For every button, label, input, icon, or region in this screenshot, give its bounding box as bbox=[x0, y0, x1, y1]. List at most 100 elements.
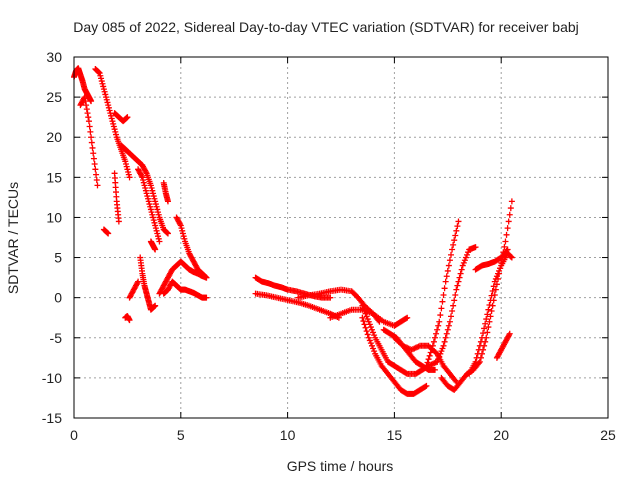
y-tick-label: 10 bbox=[46, 209, 62, 225]
data-point bbox=[450, 302, 457, 309]
data-point bbox=[489, 302, 496, 309]
data-point bbox=[142, 168, 149, 175]
data-point bbox=[146, 201, 153, 208]
data-point bbox=[359, 314, 366, 321]
axis-ticks: 0 5 10 15 20 25 -15 -10 -5 0 5 10 15 20 25 30 bbox=[42, 49, 616, 443]
data-point bbox=[140, 177, 147, 184]
data-point bbox=[110, 120, 117, 127]
series-trace-18 bbox=[252, 290, 342, 321]
data-point bbox=[97, 72, 104, 79]
data-point bbox=[370, 345, 377, 352]
data-point bbox=[442, 278, 449, 285]
data-point bbox=[441, 285, 448, 292]
x-tick-label: 15 bbox=[387, 427, 403, 443]
data-point bbox=[437, 312, 444, 319]
data-point bbox=[108, 115, 115, 122]
data-point bbox=[436, 318, 443, 325]
data-point bbox=[437, 350, 444, 357]
data-point bbox=[122, 160, 129, 167]
data-point bbox=[147, 182, 154, 189]
data-point bbox=[83, 106, 90, 113]
series-trace-24 bbox=[391, 334, 460, 385]
data-point bbox=[445, 322, 452, 329]
data-point bbox=[164, 229, 171, 236]
data-point bbox=[490, 283, 497, 290]
data-point bbox=[177, 221, 184, 228]
data-point bbox=[151, 303, 158, 310]
series-trace-19 bbox=[295, 286, 383, 325]
data-points bbox=[71, 65, 515, 397]
data-point bbox=[123, 114, 130, 121]
data-point bbox=[459, 262, 466, 269]
y-tick-label: -10 bbox=[42, 370, 62, 386]
x-axis-label: GPS time / hours bbox=[287, 458, 394, 474]
series-trace-9 bbox=[160, 179, 171, 205]
data-point bbox=[465, 249, 472, 256]
data-point bbox=[362, 324, 369, 331]
data-point bbox=[98, 78, 105, 85]
data-point bbox=[473, 354, 480, 361]
data-point bbox=[364, 331, 371, 338]
data-point bbox=[366, 337, 373, 344]
x-tick-label: 5 bbox=[177, 427, 185, 443]
data-point bbox=[202, 273, 209, 280]
series-trace-26 bbox=[434, 244, 479, 365]
data-point bbox=[367, 324, 374, 331]
data-point bbox=[505, 218, 512, 225]
data-point bbox=[126, 174, 133, 181]
data-point bbox=[487, 297, 494, 304]
data-point bbox=[452, 291, 459, 298]
data-point bbox=[450, 241, 457, 248]
data-point bbox=[504, 246, 511, 253]
data-point bbox=[155, 235, 162, 242]
data-point bbox=[91, 160, 98, 167]
data-point bbox=[139, 174, 146, 181]
y-tick-label: 25 bbox=[46, 89, 62, 105]
data-point bbox=[434, 326, 441, 333]
data-point bbox=[89, 144, 96, 151]
data-point bbox=[92, 166, 99, 173]
data-point bbox=[363, 328, 370, 335]
data-point bbox=[152, 201, 159, 208]
data-point bbox=[90, 150, 97, 157]
data-point bbox=[104, 229, 111, 236]
data-point bbox=[452, 377, 459, 384]
y-tick-label: 0 bbox=[54, 290, 62, 306]
data-point bbox=[110, 123, 117, 130]
data-point bbox=[440, 342, 447, 349]
data-point bbox=[508, 254, 515, 261]
data-point bbox=[508, 198, 515, 205]
data-point bbox=[104, 99, 111, 106]
data-point bbox=[502, 238, 509, 245]
data-point bbox=[477, 338, 484, 345]
data-point bbox=[150, 214, 157, 221]
data-point bbox=[87, 128, 94, 135]
data-point bbox=[461, 257, 468, 264]
data-point bbox=[109, 118, 116, 125]
data-point bbox=[86, 123, 93, 130]
data-point bbox=[492, 275, 499, 282]
chart-title: Day 085 of 2022, Sidereal Day-to-day VTE… bbox=[73, 19, 579, 35]
data-point bbox=[492, 286, 499, 293]
data-point bbox=[144, 193, 151, 200]
data-point bbox=[424, 359, 431, 366]
y-tick-label: 5 bbox=[54, 250, 62, 266]
series-trace-2 bbox=[77, 94, 101, 189]
data-point bbox=[361, 321, 368, 328]
data-point bbox=[501, 243, 508, 250]
data-point bbox=[448, 313, 455, 320]
data-point bbox=[451, 297, 458, 304]
series-trace-3 bbox=[92, 66, 133, 181]
data-point bbox=[147, 203, 154, 210]
data-point bbox=[423, 362, 430, 369]
data-point bbox=[154, 230, 161, 237]
data-point bbox=[455, 218, 462, 225]
data-point bbox=[439, 345, 446, 352]
data-point bbox=[152, 222, 159, 229]
data-point bbox=[88, 134, 95, 141]
data-point bbox=[361, 308, 368, 315]
data-point bbox=[441, 338, 448, 345]
data-point bbox=[359, 302, 366, 309]
data-point bbox=[436, 353, 443, 360]
data-point bbox=[431, 334, 438, 341]
